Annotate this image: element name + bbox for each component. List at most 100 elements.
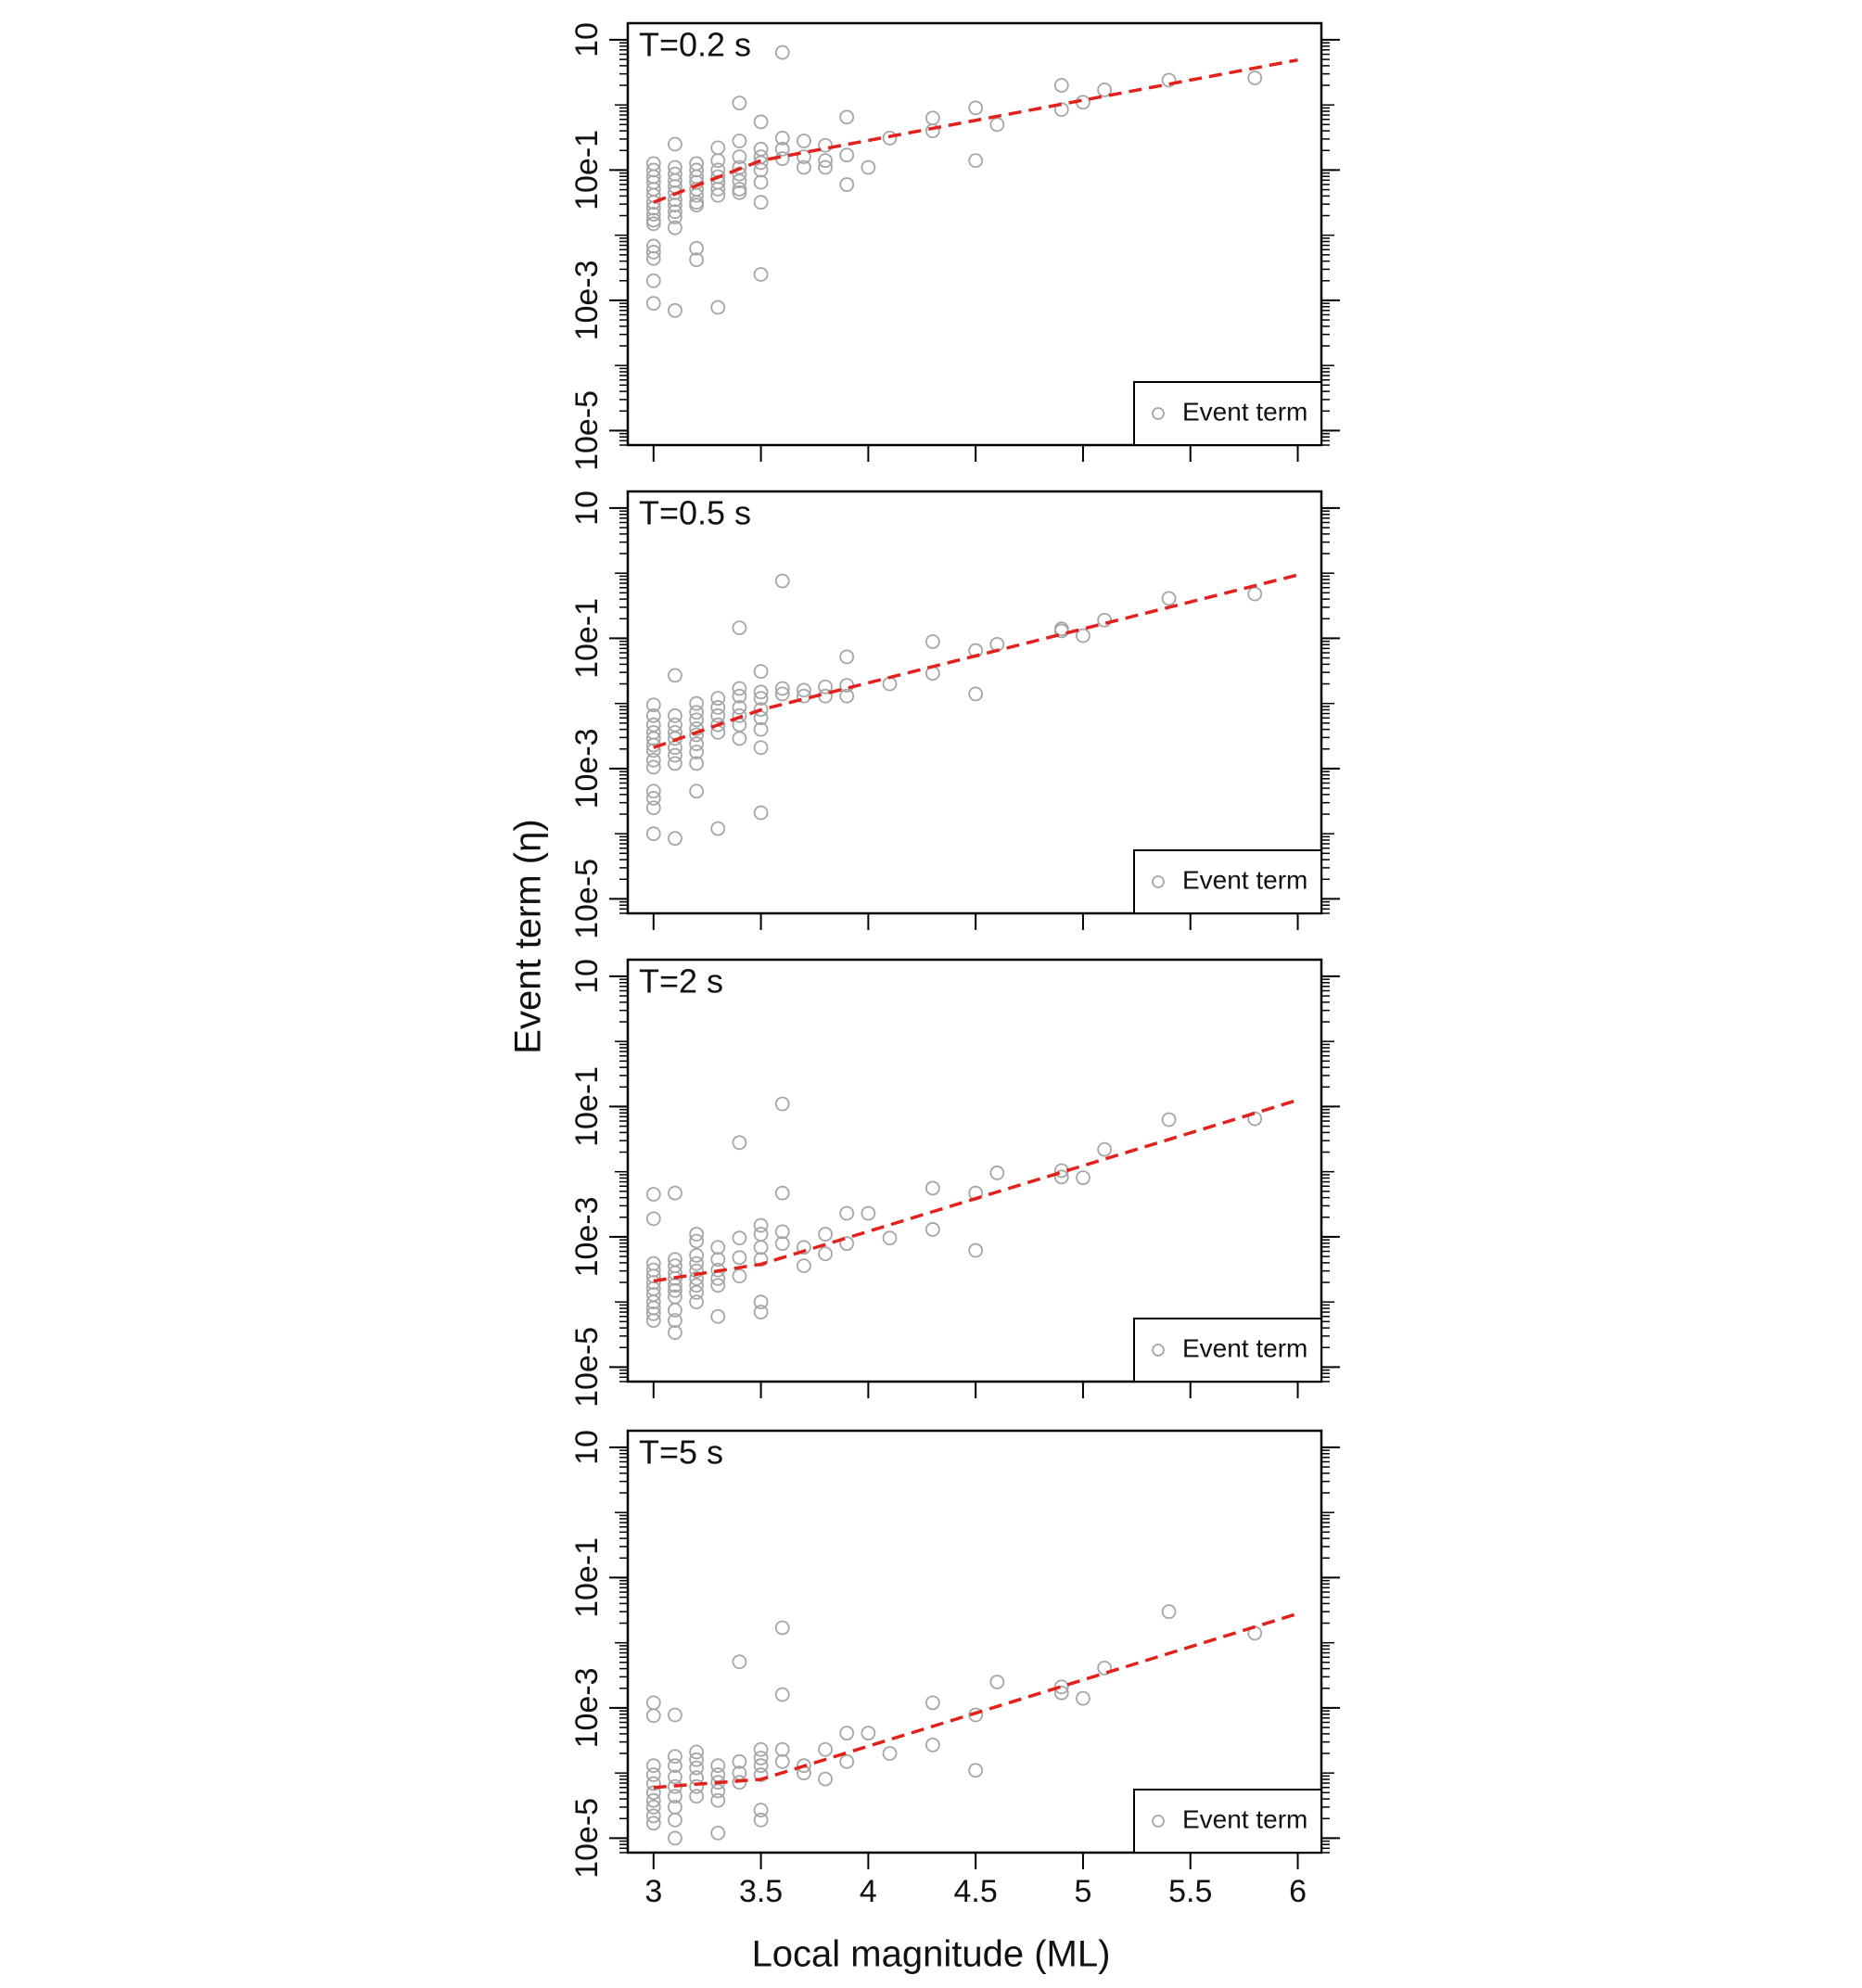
data-point [668,302,682,318]
data-point [753,740,769,756]
data-point [839,177,855,192]
data-point [710,1252,726,1268]
plot-frame [626,1429,1323,1854]
data-point [689,1789,705,1804]
data-point [645,743,661,758]
data-point [732,1135,747,1151]
data-point [668,717,682,733]
fit-line [653,57,1298,204]
data-point [1053,623,1069,639]
data-point [732,700,747,715]
data-point [689,240,705,256]
data-point [645,1816,661,1831]
data-point [796,149,811,164]
data-point [839,147,855,163]
data-point [774,681,790,696]
data-point [689,784,705,799]
y-tick-label: 10 [569,22,605,57]
data-point [753,1741,769,1757]
data-point [645,273,661,288]
y-tick-label: 10e-1 [569,1066,605,1147]
data-point [1247,1111,1263,1127]
data-point [689,745,705,759]
data-point [1053,102,1069,118]
data-point [925,110,940,126]
data-point [732,173,747,189]
data-point [753,805,769,821]
data-point [689,736,705,752]
data-point [839,109,855,125]
data-point [689,1752,705,1767]
y-tick-label: 10 [569,1430,605,1465]
legend-marker [1152,1344,1165,1357]
data-point [732,1230,747,1246]
data-point [753,195,769,210]
data-point [774,1687,790,1702]
data-point [645,1306,661,1321]
data-point [710,707,726,723]
data-point [645,207,661,222]
data-point [710,1278,726,1293]
data-point [710,691,726,707]
data-point [710,1767,726,1782]
data-point [925,1180,940,1196]
data-point [753,1227,769,1242]
data-point [818,1227,833,1242]
data-point [689,712,705,728]
y-tick-label: 10 [569,959,605,994]
data-point [668,210,682,224]
x-tick-label: 3.5 [739,1874,783,1909]
data-point [968,100,984,116]
data-point [710,187,726,203]
x-tick-label: 5.5 [1168,1874,1212,1909]
data-point [968,1707,984,1723]
data-point [732,688,747,704]
data-point [668,172,682,188]
data-point [753,1803,769,1818]
data-point [796,682,811,698]
data-point [753,174,769,190]
data-point [689,695,705,711]
data-point [1076,1170,1090,1186]
data-point [882,1230,898,1246]
panel: 10 10e-1 10e-3 10e-5 T=0.5 s Event term [569,490,1340,939]
x-tick-label: 4 [860,1874,877,1909]
data-point [861,159,876,175]
data-point [1097,83,1113,97]
data-point [989,117,1005,133]
x-tick-label: 5 [1074,1874,1091,1909]
data-point [774,1753,790,1769]
data-point [818,153,833,169]
data-point [710,299,726,315]
y-tick-label: 10e-5 [569,390,605,471]
data-point [689,705,705,720]
data-point [645,707,661,723]
data-point [796,159,811,175]
data-point [1247,70,1263,85]
data-point [818,1741,833,1757]
legend-box [1133,1789,1322,1854]
panel-title: T=5 s [639,1434,723,1472]
data-point [645,784,661,799]
data-point [1076,1690,1090,1706]
data-point [774,1096,790,1112]
data-point [732,620,747,635]
data-point [774,1620,790,1636]
data-point [1161,591,1177,606]
legend-label: Event term [1182,397,1307,426]
data-point [645,697,661,713]
data-point [689,1227,705,1242]
data-point [668,198,682,213]
data-point [645,296,661,312]
data-point [1097,1141,1113,1157]
data-point [710,1240,726,1255]
data-point [710,182,726,197]
y-tick-label: 10e-1 [569,130,605,210]
data-point [689,198,705,213]
plot-frame [626,21,1323,447]
data-point [732,1753,747,1769]
data-point [753,691,769,707]
data-point [925,634,940,649]
data-point [668,1185,682,1201]
x-axis-label: Local magnitude (ML) [752,1934,1111,1975]
